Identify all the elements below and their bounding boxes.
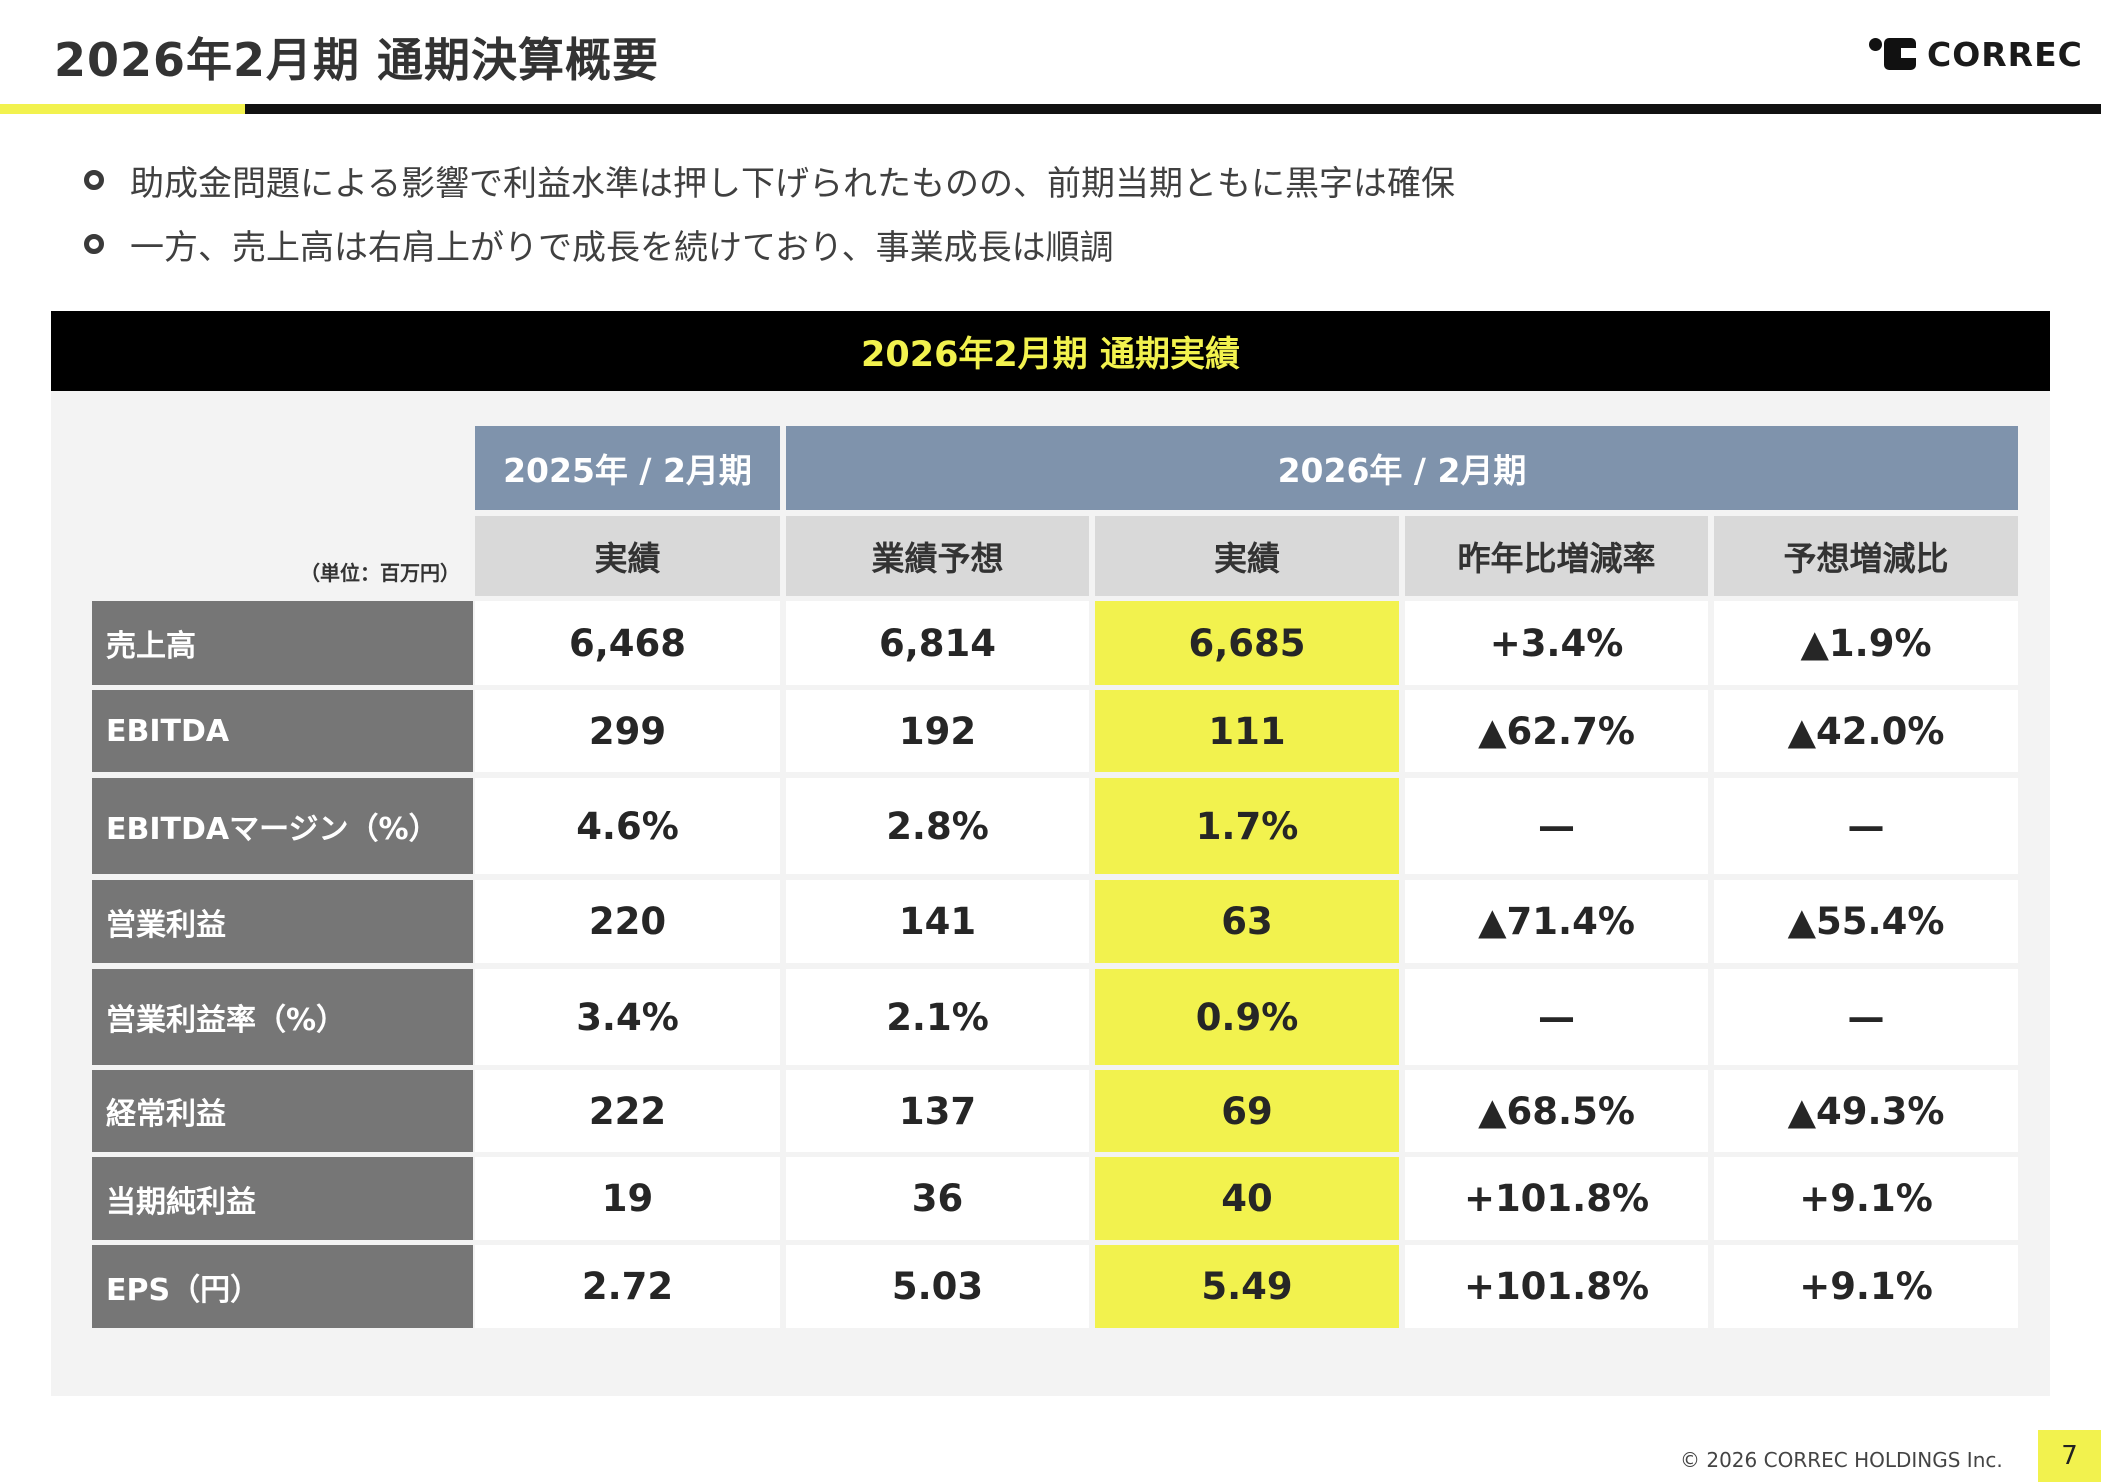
row-label: 経常利益 [92, 1070, 473, 1152]
logo-icon [1869, 36, 1917, 72]
bullet-item: 一方、売上高は右肩上がりで成長を続けており、事業成長は順調 [84, 212, 1455, 276]
table-cell: — [1714, 969, 2018, 1065]
table-cell: 3.4% [475, 969, 780, 1065]
bullet-text: 一方、売上高は右肩上がりで成長を続けており、事業成長は順調 [130, 227, 1114, 268]
column-header: 実績 [475, 516, 780, 596]
table-cell: ▲1.9% [1714, 601, 2018, 685]
table-cell-highlight: 69 [1095, 1070, 1399, 1152]
table-cell: 6,468 [475, 601, 780, 685]
table-cell: +101.8% [1405, 1157, 1708, 1240]
table-cell: — [1405, 778, 1708, 874]
bullet-item: 助成金問題による影響で利益水準は押し下げられたものの、前期当期ともに黒字は確保 [84, 148, 1455, 212]
column-header: 実績 [1095, 516, 1399, 596]
company-logo: CORREC [1869, 34, 2083, 74]
row-label: EBITDAマージン（%） [92, 778, 473, 874]
table-cell: 6,814 [786, 601, 1089, 685]
copyright-text: © 2026 CORREC HOLDINGS Inc. [1680, 1448, 2003, 1472]
table-cell: ▲62.7% [1405, 690, 1708, 772]
page-title: 2026年2月期 通期決算概要 [54, 33, 660, 87]
row-label: 売上高 [92, 601, 473, 685]
bullet-circle-icon [84, 234, 104, 254]
table-cell: ▲42.0% [1714, 690, 2018, 772]
table-cell: ▲71.4% [1405, 880, 1708, 963]
table-cell: 299 [475, 690, 780, 772]
row-label: 営業利益 [92, 880, 473, 963]
table-cell: — [1714, 778, 2018, 874]
row-label: 当期純利益 [92, 1157, 473, 1240]
table-cell-highlight: 6,685 [1095, 601, 1399, 685]
table-cell-highlight: 1.7% [1095, 778, 1399, 874]
table-cell: +3.4% [1405, 601, 1708, 685]
column-header: 予想増減比 [1714, 516, 2018, 596]
table-banner: 2026年2月期 通期実績 [51, 311, 2050, 391]
table-cell: ▲49.3% [1714, 1070, 2018, 1152]
row-label: EPS（円） [92, 1245, 473, 1328]
unit-note: （単位：百万円） [300, 561, 460, 585]
year-header-2026: 2026年 / 2月期 [786, 426, 2018, 510]
table-cell: ▲55.4% [1714, 880, 2018, 963]
table-cell: ▲68.5% [1405, 1070, 1708, 1152]
row-label: 営業利益率（%） [92, 969, 473, 1065]
bullet-circle-icon [84, 170, 104, 190]
header-rule [245, 104, 2101, 114]
row-label: EBITDA [92, 690, 473, 772]
table-cell: — [1405, 969, 1708, 1065]
table-cell: 36 [786, 1157, 1089, 1240]
table-cell: 137 [786, 1070, 1089, 1152]
table-cell: 2.8% [786, 778, 1089, 874]
column-header: 業績予想 [786, 516, 1089, 596]
logo-text: CORREC [1927, 34, 2083, 74]
table-cell: 2.72 [475, 1245, 780, 1328]
table-cell-highlight: 0.9% [1095, 969, 1399, 1065]
table-cell: 222 [475, 1070, 780, 1152]
table-cell: 220 [475, 880, 780, 963]
table-cell: 19 [475, 1157, 780, 1240]
table-cell-highlight: 63 [1095, 880, 1399, 963]
table-cell-highlight: 40 [1095, 1157, 1399, 1240]
table-cell: 2.1% [786, 969, 1089, 1065]
table-cell: +9.1% [1714, 1245, 2018, 1328]
page-number: 7 [2038, 1430, 2101, 1482]
table-cell-highlight: 111 [1095, 690, 1399, 772]
year-header-2025: 2025年 / 2月期 [475, 426, 780, 510]
table-cell: 5.03 [786, 1245, 1089, 1328]
table-cell: 141 [786, 880, 1089, 963]
table-cell: +101.8% [1405, 1245, 1708, 1328]
summary-bullets: 助成金問題による影響で利益水準は押し下げられたものの、前期当期ともに黒字は確保 … [84, 148, 1455, 276]
table-cell: 192 [786, 690, 1089, 772]
table-cell: 4.6% [475, 778, 780, 874]
column-header: 昨年比増減率 [1405, 516, 1708, 596]
table-cell-highlight: 5.49 [1095, 1245, 1399, 1328]
table-cell: +9.1% [1714, 1157, 2018, 1240]
header-rule-accent [0, 104, 245, 114]
bullet-text: 助成金問題による影響で利益水準は押し下げられたものの、前期当期ともに黒字は確保 [130, 163, 1455, 204]
